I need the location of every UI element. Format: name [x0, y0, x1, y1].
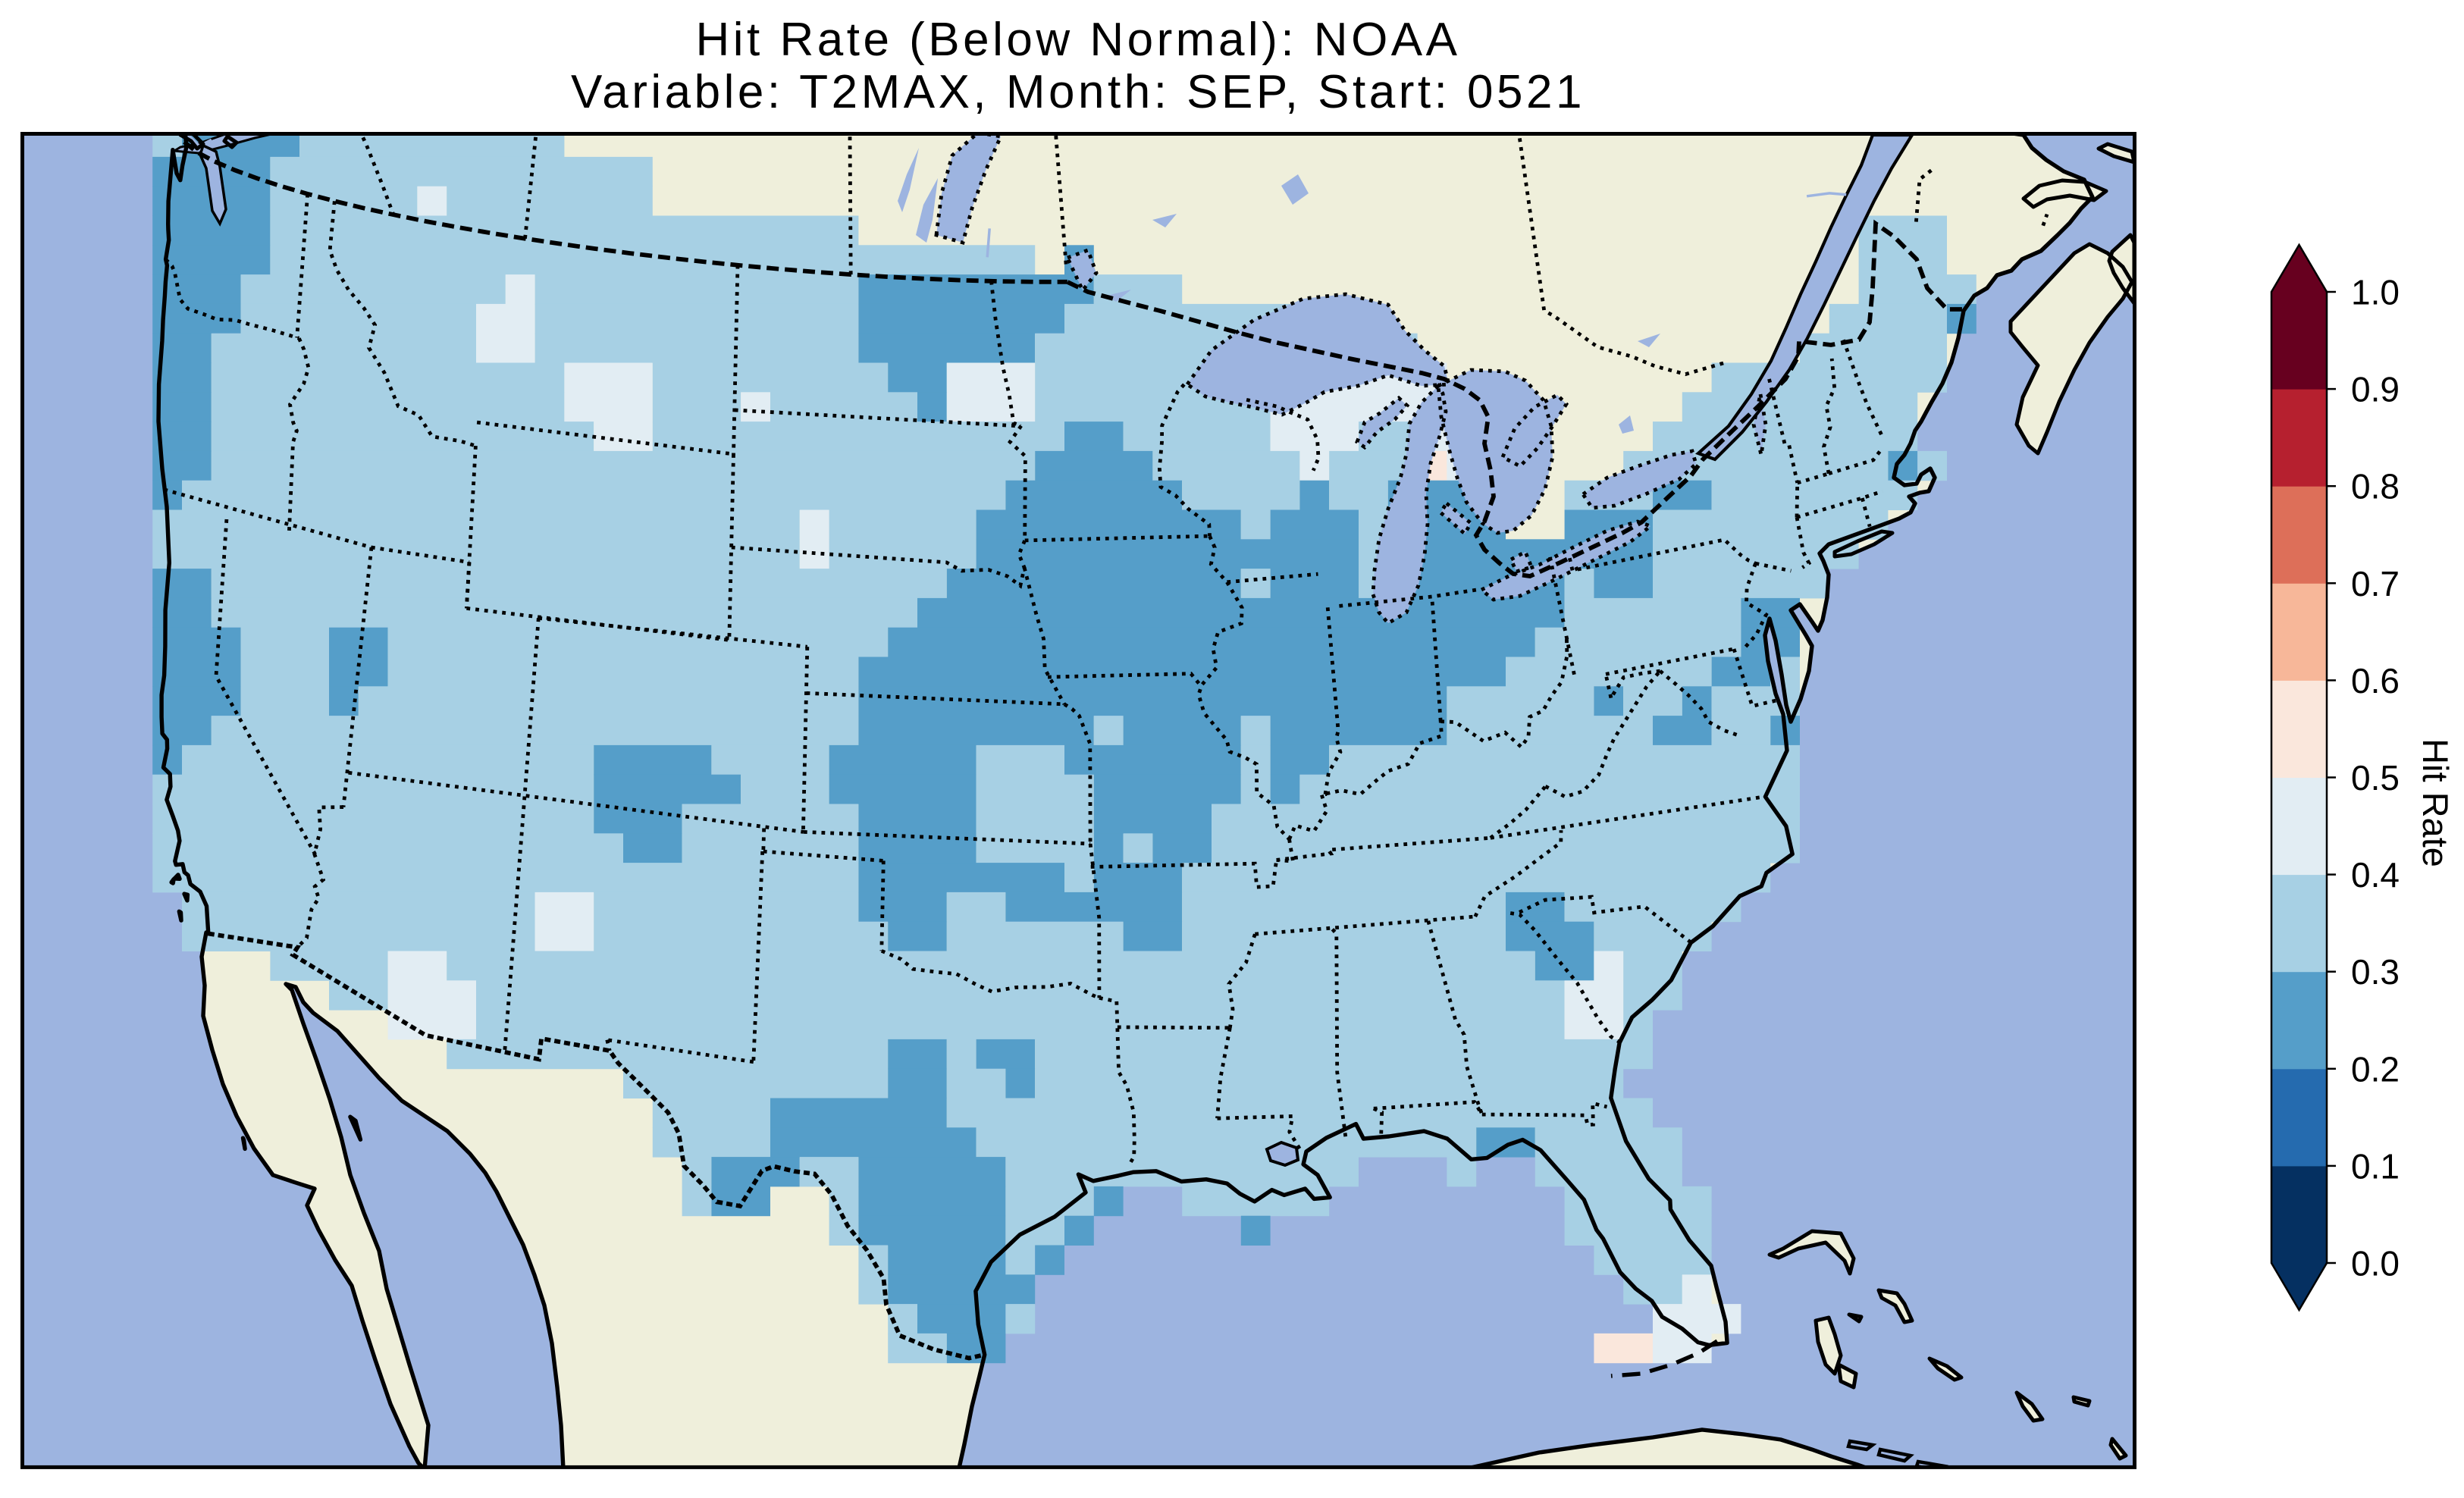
svg-text:0.2: 0.2	[2351, 1049, 2400, 1089]
svg-text:0.1: 0.1	[2351, 1146, 2400, 1186]
svg-text:0.8: 0.8	[2351, 467, 2400, 506]
svg-text:0.9: 0.9	[2351, 370, 2400, 409]
svg-text:0.5: 0.5	[2351, 758, 2400, 798]
svg-text:0.0: 0.0	[2351, 1244, 2400, 1283]
svg-text:Hit Rate: Hit Rate	[2415, 738, 2456, 867]
svg-text:Variable: T2MAX, Month: SEP, S: Variable: T2MAX, Month: SEP, Start: 0521	[571, 66, 1585, 118]
svg-text:0.3: 0.3	[2351, 952, 2400, 992]
svg-text:1.0: 1.0	[2351, 273, 2400, 312]
svg-text:0.7: 0.7	[2351, 564, 2400, 603]
svg-text:Hit Rate (Below Normal): NOAA: Hit Rate (Below Normal): NOAA	[695, 14, 1460, 66]
svg-text:0.4: 0.4	[2351, 855, 2400, 895]
svg-text:0.6: 0.6	[2351, 661, 2400, 700]
